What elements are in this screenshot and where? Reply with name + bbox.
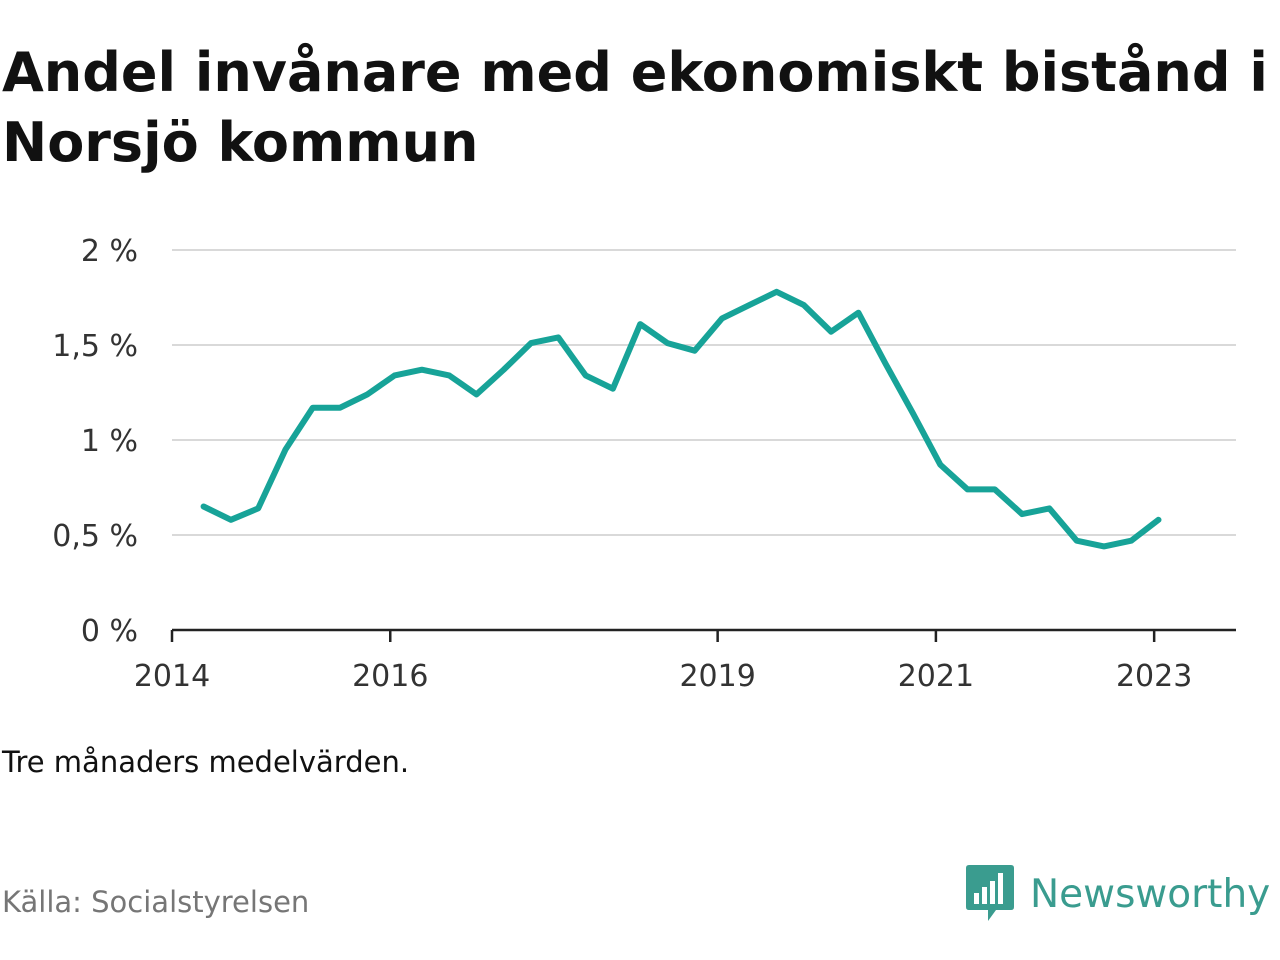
newsworthy-bar-chart-logo-icon (966, 865, 1014, 921)
y-tick-label: 1 % (81, 424, 138, 459)
y-tick-label: 2 % (81, 234, 138, 269)
x-tick-label: 2021 (898, 659, 974, 694)
y-tick-label: 0 % (81, 614, 138, 649)
x-tick-label: 2019 (679, 659, 755, 694)
line-chart: 0 % 0,5 % 1 % 1,5 % 2 % 2014 2016 2019 2021 2023 (52, 234, 1236, 694)
chart-note: Tre månaders medelvärden. (2, 745, 410, 779)
gridlines (172, 249, 1236, 536)
y-tick-label: 1,5 % (52, 329, 138, 364)
series-line (200, 288, 1162, 550)
chart-title: Andel invånare med ekonomiskt bistånd i … (2, 41, 1268, 174)
x-tick-label: 2014 (134, 659, 210, 694)
brand-name: Newsworthy (1030, 871, 1271, 917)
y-axis-tick-labels: 0 % 0,5 % 1 % 1,5 % 2 % (52, 234, 138, 649)
y-tick-label: 0,5 % (52, 519, 138, 554)
x-tick-label: 2016 (352, 659, 428, 694)
x-tick-label: 2023 (1116, 659, 1192, 694)
series-line-layer (200, 288, 1162, 550)
x-axis: 2014 2016 2019 2021 2023 (134, 628, 1236, 694)
newsworthy-logo: Newsworthy (964, 862, 1270, 926)
source-credit: Källa: Socialstyrelsen (2, 885, 310, 919)
